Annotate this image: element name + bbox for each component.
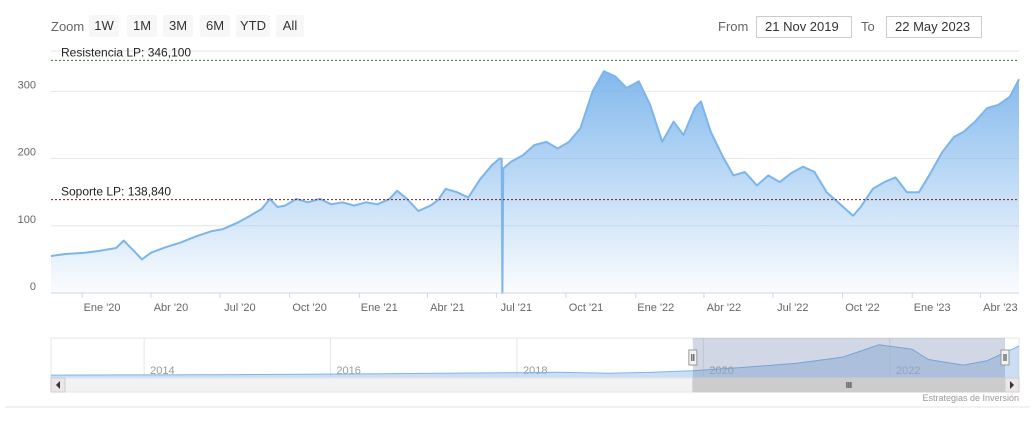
from-date-input[interactable]: 21 Nov 2019	[756, 16, 852, 38]
y-tick-label: 0	[30, 281, 36, 293]
zoom-1m-button[interactable]: 1M	[127, 15, 157, 37]
navigator-tick-label: 2014	[150, 365, 174, 377]
x-tick-label: Ene '20	[84, 302, 121, 314]
scroll-left-arrow-icon	[56, 381, 60, 389]
zoom-3m-button[interactable]: 3M	[163, 15, 193, 37]
zoom-all-button[interactable]: All	[276, 15, 304, 37]
zoom-1w-button[interactable]: 1W	[89, 15, 119, 37]
scroll-right-arrow-icon	[1010, 381, 1014, 389]
price-area	[51, 71, 1019, 293]
x-tick-label: Oct '21	[569, 302, 604, 314]
x-tick-label: Abr '21	[430, 302, 465, 314]
zoom-label: Zoom	[51, 19, 85, 34]
x-tick-label: Ene '22	[637, 302, 674, 314]
scrollbar-grip-icon	[846, 382, 852, 388]
price-line	[50, 70, 1020, 294]
navigator[interactable]: 20142016201820202022	[50, 337, 1020, 379]
support-line-label: Soporte LP: 138,840	[61, 185, 171, 199]
zoom-6m-button[interactable]: 6M	[200, 15, 230, 37]
x-tick-label: Oct '22	[845, 302, 880, 314]
x-tick-label: Ene '23	[914, 302, 951, 314]
x-tick-label: Abr '20	[154, 302, 189, 314]
navigator-selection[interactable]	[692, 338, 1005, 378]
x-tick-label: Ene '21	[361, 302, 398, 314]
credits-text: Estrategias de Inversión	[922, 393, 1019, 403]
y-tick-label: 200	[18, 147, 36, 159]
to-date-input[interactable]: 22 May 2023	[886, 16, 982, 38]
x-tick-label: Oct '20	[292, 302, 327, 314]
navigator-area	[51, 344, 1019, 378]
y-tick-label: 300	[18, 79, 36, 91]
x-tick-label: Abr '22	[707, 302, 742, 314]
navigator-left-handle[interactable]	[688, 349, 698, 366]
y-tick-label: 100	[18, 214, 36, 226]
scrollbar[interactable]	[50, 377, 1020, 393]
x-tick-label: Abr '23	[983, 302, 1018, 314]
from-label: From	[718, 19, 749, 34]
x-tick-label: Jul '20	[224, 302, 255, 314]
zoom-ytd-button[interactable]: YTD	[236, 15, 270, 37]
to-label: To	[861, 19, 875, 34]
navigator-right-handle[interactable]	[1000, 349, 1010, 366]
x-tick-label: Jul '22	[777, 302, 808, 314]
navigator-line	[50, 344, 1020, 376]
x-tick-label: Jul '21	[501, 302, 532, 314]
resistance-line-label: Resistencia LP: 346,100	[61, 45, 191, 59]
